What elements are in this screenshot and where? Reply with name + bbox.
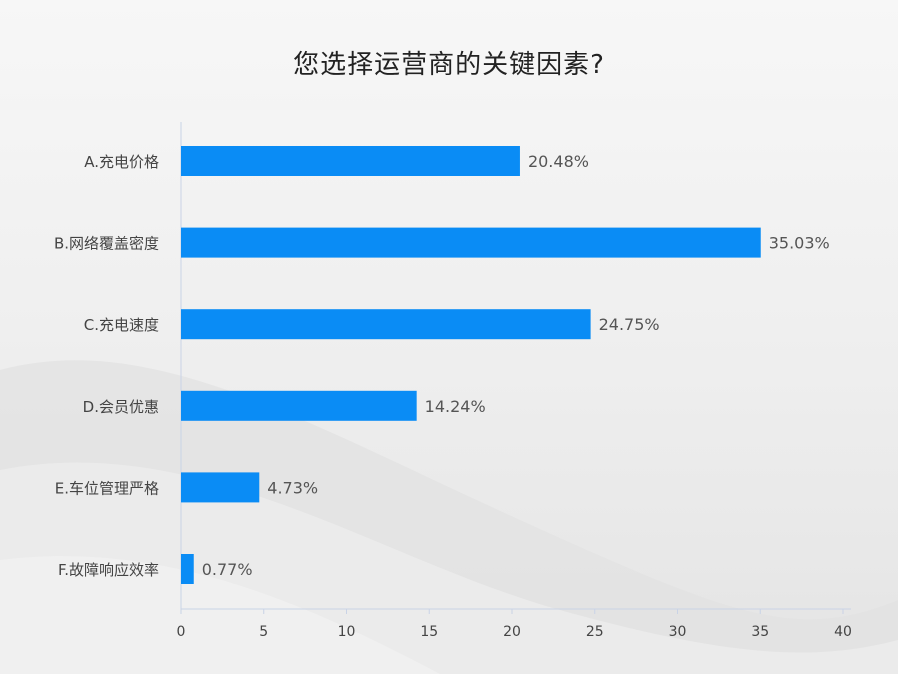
chart-title: 您选择运营商的关键因素? [293,50,605,80]
x-tick-label: 25 [586,624,604,640]
bar [181,390,417,421]
bar [181,227,761,258]
category-label: A.充电价格 [84,153,159,171]
category-label: B.网络覆盖密度 [54,235,159,253]
x-tick-label: 40 [834,624,852,640]
data-label: 4.73% [267,478,318,497]
x-tick-label: 5 [259,624,268,640]
category-label: C.充电速度 [84,316,159,334]
category-label: D.会员优惠 [83,398,159,416]
x-tick-label: 30 [669,624,687,640]
data-label: 14.24% [425,397,486,416]
x-tick-label: 35 [751,624,769,640]
category-label: F.故障响应效率 [58,561,159,579]
bar [181,146,520,176]
bar [181,554,194,584]
category-label: E.车位管理严格 [55,479,159,497]
data-label: 24.75% [599,315,660,334]
x-tick-label: 10 [338,624,356,640]
data-label: 0.77% [202,560,253,579]
x-tick-label: 20 [503,624,521,640]
data-label: 35.03% [769,234,830,253]
x-tick-label: 15 [420,624,438,640]
data-label: 20.48% [528,152,589,171]
x-tick-label: 0 [177,624,186,640]
bar [181,309,591,340]
bar [181,472,260,503]
